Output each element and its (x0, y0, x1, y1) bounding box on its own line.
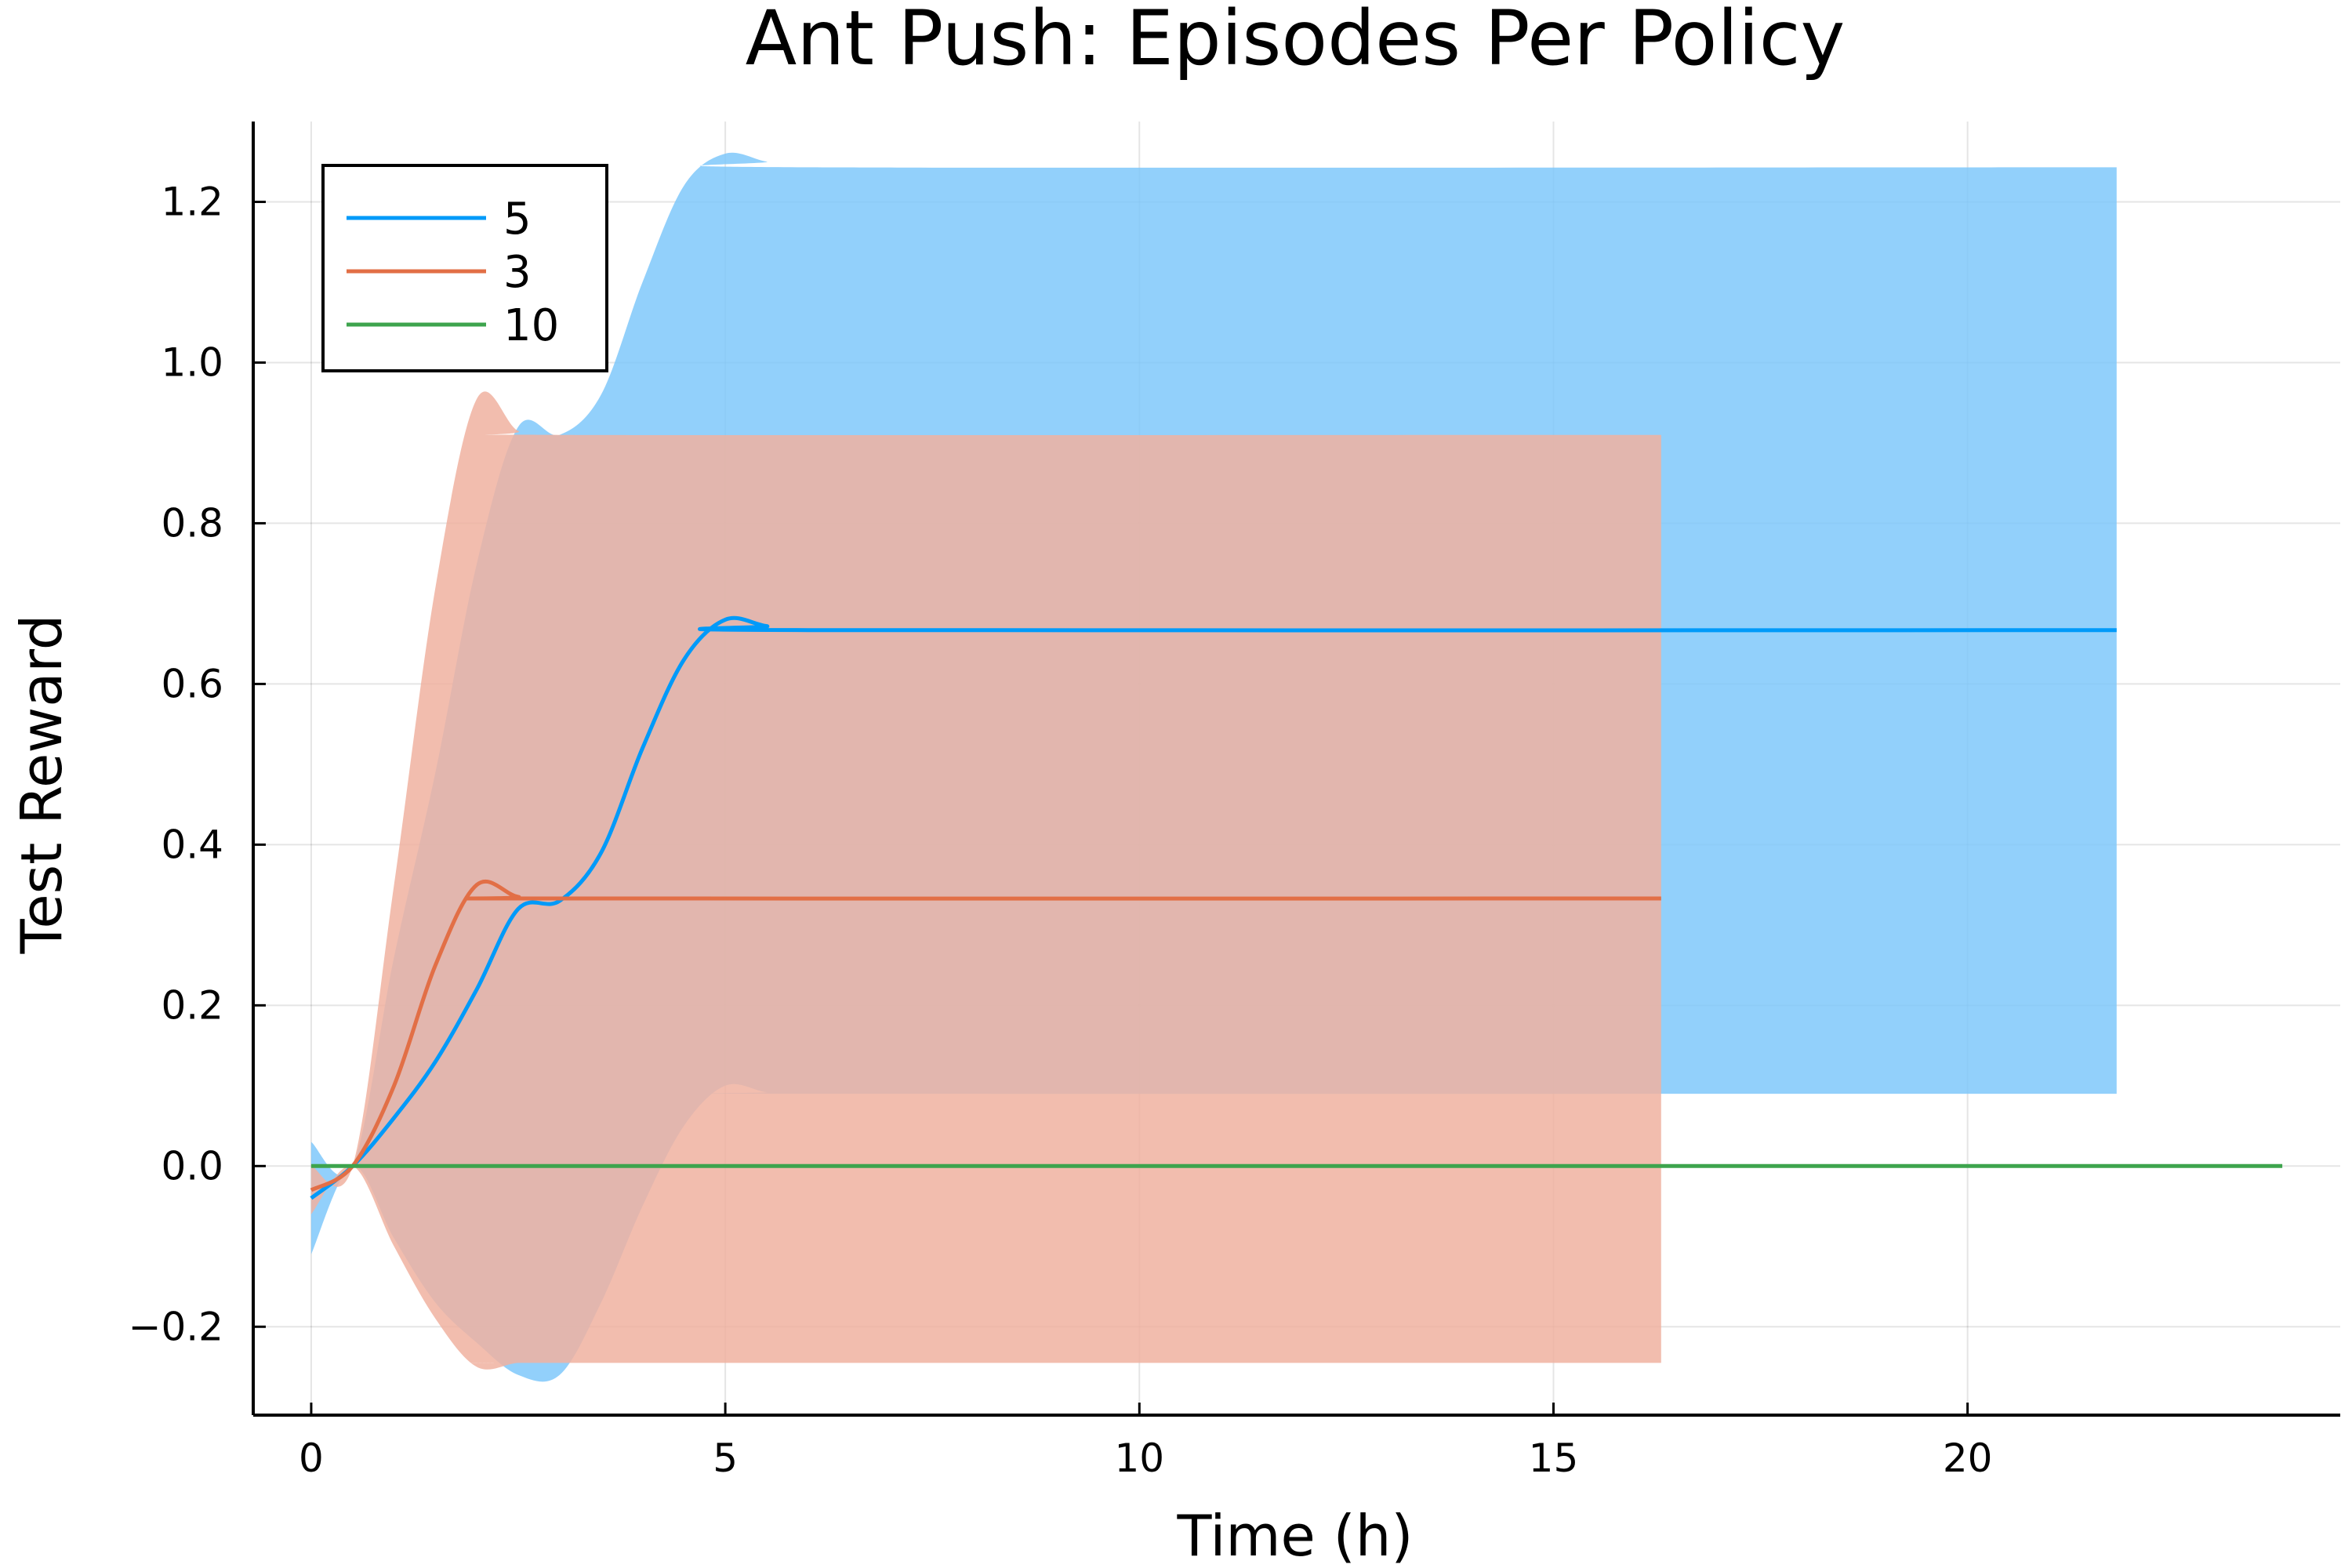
x-tick-label: 15 (1529, 1436, 1579, 1481)
y-tick-label: 0.0 (161, 1143, 223, 1189)
y-tick-label: 1.0 (161, 339, 223, 385)
x-tick-label: 5 (713, 1436, 738, 1481)
legend-label-10: 10 (503, 300, 559, 351)
x-axis-label: Time (h) (1177, 1503, 1414, 1568)
axes (252, 122, 2340, 1417)
series-line-3 (310, 879, 1661, 1192)
y-tick-label: −0.2 (129, 1304, 223, 1349)
x-tick-label: 10 (1114, 1436, 1164, 1481)
y-tick-label: 0.6 (161, 661, 223, 706)
tick-labels: 0 5 10 15 20 −0.2 0.0 0.2 0.4 0.6 0.8 1.0 1.2 (129, 179, 1993, 1481)
y-tick-label: 0.4 (161, 822, 223, 867)
confidence-bands (310, 152, 2117, 1382)
y-tick-label: 0.2 (161, 982, 223, 1028)
legend-label-3: 3 (503, 247, 532, 298)
series-band-3 (310, 391, 1661, 1370)
x-tick-label: 20 (1943, 1436, 1993, 1481)
legend-box (321, 164, 608, 372)
series-lines (310, 615, 2283, 1200)
series-line-5 (310, 615, 2117, 1200)
y-axis-label: Test Reward (9, 615, 74, 955)
chart-title: Ant Push: Episodes Per Policy (746, 0, 1846, 82)
y-tick-label: 0.8 (161, 500, 223, 546)
legend-label-5: 5 (503, 194, 532, 245)
y-tick-label: 1.2 (161, 179, 223, 224)
x-tick-label: 0 (299, 1436, 324, 1481)
